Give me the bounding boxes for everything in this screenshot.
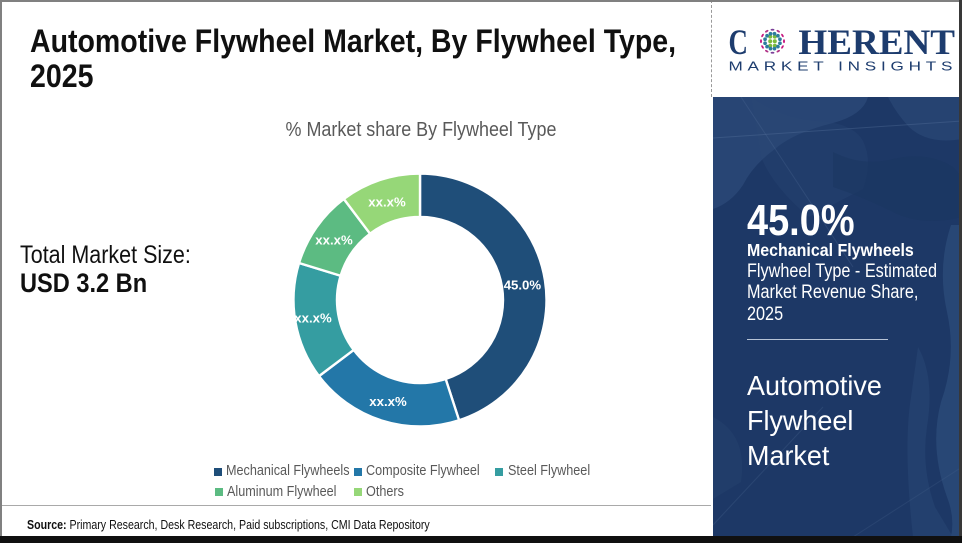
svg-text:xx.x%: xx.x%	[368, 195, 406, 210]
svg-text:C: C	[729, 22, 748, 62]
svg-text:xx.x%: xx.x%	[294, 311, 332, 326]
svg-text:xx.x%: xx.x%	[315, 233, 353, 248]
svg-text:45.0%: 45.0%	[504, 278, 542, 293]
svg-text:HERENT: HERENT	[798, 22, 955, 62]
svg-text:M A R K E T I N S I G H T S: M A R K E T I N S I G H T S	[729, 58, 953, 73]
svg-text:xx.x%: xx.x%	[369, 394, 407, 409]
